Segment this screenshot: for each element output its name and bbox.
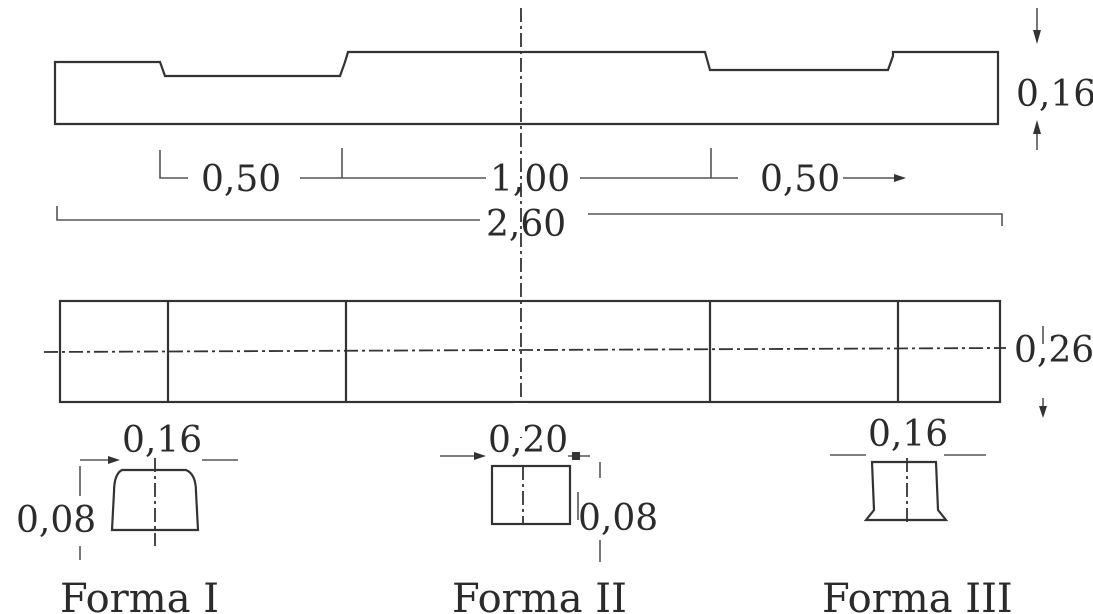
section-forma-2: 0,20 0,08 Forma II	[440, 420, 658, 614]
forma-1-height-label: 0,08	[16, 500, 96, 541]
segment-dimensions: 0,50 1,00 0,50	[159, 148, 906, 200]
section-forma-3: 0,16 Forma III	[822, 414, 1013, 614]
forma-1-width-label: 0,16	[122, 420, 202, 461]
plan-width-label: 0,26	[1014, 330, 1093, 371]
forma-2-height-label: 0,08	[578, 498, 658, 539]
total-length-label: 2,60	[486, 204, 566, 245]
center-segment-label: 1,00	[490, 159, 570, 200]
section-forma-1: 0,16 0,08 Forma I	[16, 420, 238, 614]
plan-width-dimension: 0,26	[1014, 326, 1093, 418]
plan-view	[43, 299, 1007, 437]
total-length-dimension: 2,60	[56, 204, 1003, 245]
forma-1-caption: Forma I	[60, 576, 219, 614]
forma-2-caption: Forma II	[452, 576, 627, 614]
right-segment-label: 0,50	[760, 159, 840, 200]
forma-3-width-label: 0,16	[868, 414, 948, 455]
top-height-label: 0,16	[1016, 74, 1093, 115]
forma-3-caption: Forma III	[822, 576, 1013, 614]
elevation-view	[53, 50, 1000, 126]
height-dimension: 0,16	[1016, 8, 1093, 150]
left-segment-label: 0,50	[201, 159, 281, 200]
forma-2-width-label: 0,20	[488, 420, 568, 461]
